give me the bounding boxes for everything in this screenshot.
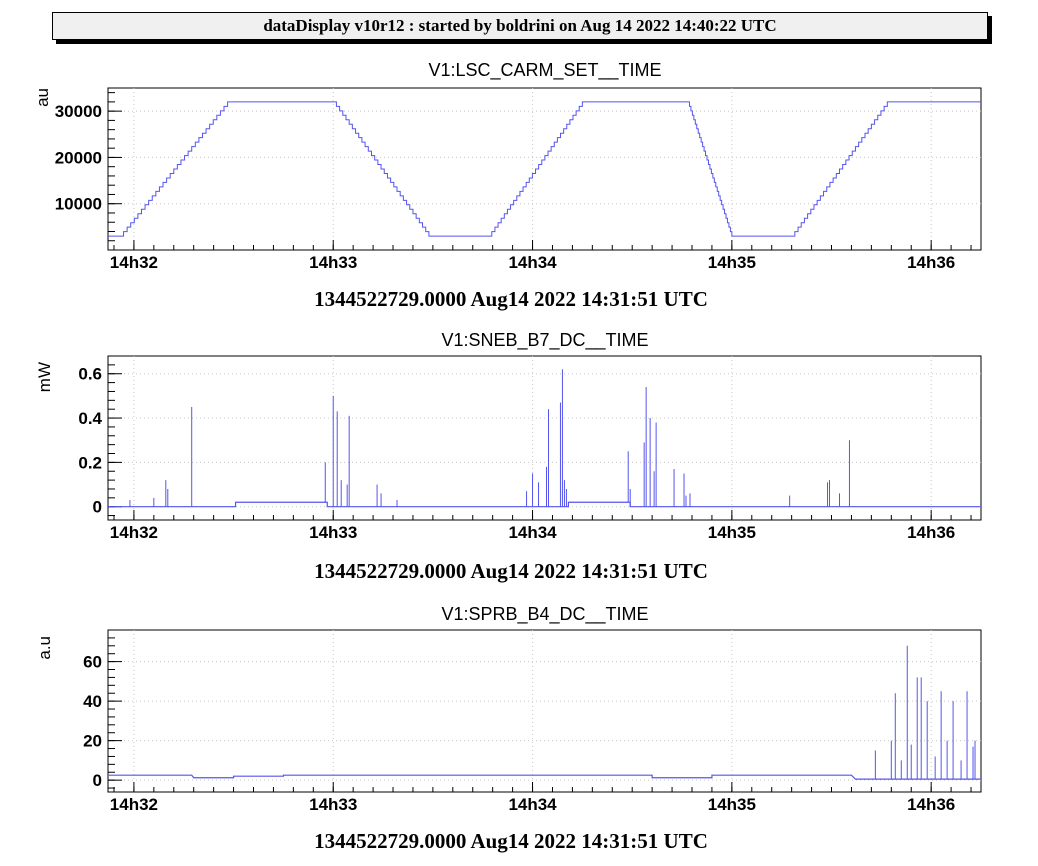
chart-sprb-b4-dc: V1:SPRB_B4_DC__TIME a.u 1344522729.0000 …	[35, 604, 982, 853]
page-title: dataDisplay v10r12 : started by boldrini…	[52, 12, 988, 40]
y-tick-label: 20000	[55, 148, 102, 167]
chart-title: V1:LSC_CARM_SET__TIME	[428, 60, 661, 81]
chart-footer-timestamp: 1344522729.0000 Aug14 2022 14:31:51 UTC	[314, 829, 708, 853]
y-tick-label: 0	[93, 771, 102, 790]
x-tick-label: 14h36	[907, 795, 955, 814]
chart-sneb-b7-dc: V1:SNEB_B7_DC__TIME mW 1344522729.0000 A…	[35, 330, 982, 583]
y-tick-label: 0.6	[78, 365, 102, 384]
chart-lsc-carm-set: V1:LSC_CARM_SET__TIME au 1344522729.0000…	[33, 60, 982, 311]
y-tick-label: 0	[93, 498, 102, 517]
y-tick-label: 30000	[55, 102, 102, 121]
y-axis-label: mW	[35, 362, 54, 392]
x-tick-label: 14h36	[907, 523, 955, 542]
y-tick-label: 0.2	[78, 453, 102, 472]
y-tick-label: 40	[83, 692, 102, 711]
x-tick-label: 14h32	[110, 523, 158, 542]
y-tick-label: 0.4	[78, 409, 102, 428]
x-tick-label: 14h33	[309, 253, 357, 272]
x-tick-label: 14h33	[309, 795, 357, 814]
y-axis-label: a.u	[35, 636, 54, 660]
chart-footer-timestamp: 1344522729.0000 Aug14 2022 14:31:51 UTC	[314, 287, 708, 311]
chart-title: V1:SPRB_B4_DC__TIME	[441, 604, 648, 625]
series-baseline	[108, 501, 981, 508]
x-tick-label: 14h35	[708, 795, 756, 814]
x-tick-label: 14h34	[508, 523, 557, 542]
series-baseline	[108, 774, 981, 780]
plot-frame	[107, 87, 982, 251]
x-tick-label: 14h35	[708, 253, 756, 272]
plot-frame	[107, 355, 982, 521]
chart-title: V1:SNEB_B7_DC__TIME	[441, 330, 648, 351]
x-tick-label: 14h32	[110, 253, 158, 272]
chart-footer-timestamp: 1344522729.0000 Aug14 2022 14:31:51 UTC	[314, 559, 708, 583]
x-tick-label: 14h32	[110, 795, 158, 814]
y-tick-label: 10000	[55, 195, 102, 214]
x-tick-label: 14h35	[708, 523, 756, 542]
x-tick-label: 14h33	[309, 523, 357, 542]
y-axis-label: au	[33, 88, 52, 107]
x-tick-label: 14h34	[508, 253, 557, 272]
plot-frame	[107, 629, 982, 793]
y-tick-label: 20	[83, 732, 102, 751]
x-tick-label: 14h34	[508, 795, 557, 814]
y-tick-label: 60	[83, 653, 102, 672]
series-line	[108, 101, 981, 237]
x-tick-label: 14h36	[907, 253, 955, 272]
